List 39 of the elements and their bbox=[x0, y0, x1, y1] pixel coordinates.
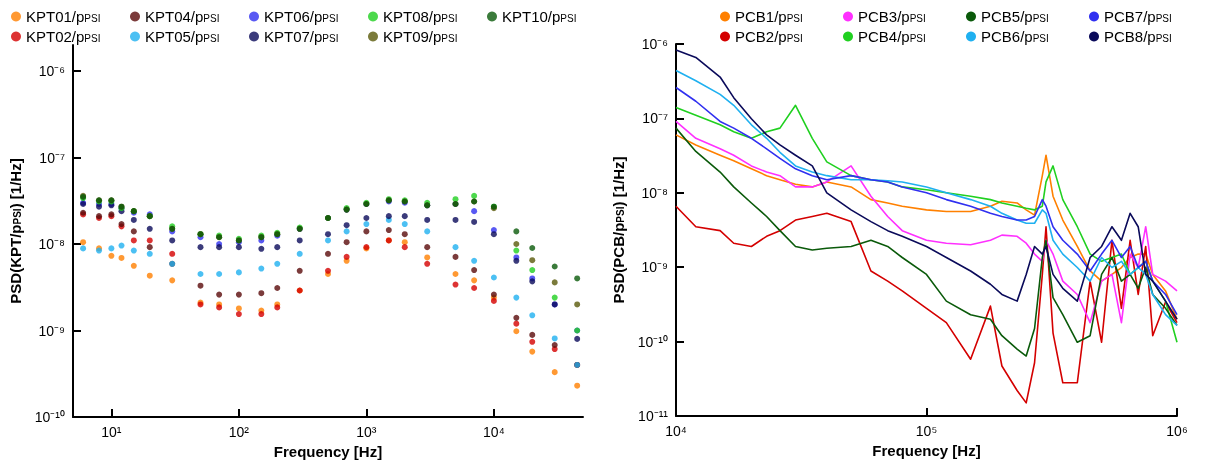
y-tick-label: 10⁻⁷ bbox=[39, 149, 65, 166]
legend-label: KPT02/pPSI bbox=[26, 28, 101, 45]
legend-label: KPT05/pPSI bbox=[145, 28, 220, 45]
x-tick-label: 10³ bbox=[356, 424, 377, 440]
x-tick-label: 10¹ bbox=[101, 424, 122, 440]
legend-label: PCB3/pPSI bbox=[858, 8, 926, 25]
legend-label: PCB8/pPSI bbox=[1104, 28, 1172, 45]
x-tick-label: 10⁴ bbox=[483, 424, 505, 440]
y-tick-label: 10⁻⁸ bbox=[38, 236, 66, 253]
y-tick-label: 10⁻¹¹ bbox=[638, 408, 669, 424]
legend-label: KPT10/pPSI bbox=[502, 8, 577, 25]
x-tick-label: 10² bbox=[228, 424, 250, 440]
x-tick-label: 10⁶ bbox=[1166, 423, 1188, 439]
y-axis-title: PSD(PCB/pPSI) [1/Hz] bbox=[610, 156, 627, 304]
y-tick-label: 10⁻¹⁰ bbox=[637, 333, 668, 350]
y-tick-label: 10⁻⁶ bbox=[641, 36, 668, 52]
x-axis-title: Frequency [Hz] bbox=[872, 441, 981, 459]
y-tick-label: 10⁻⁷ bbox=[642, 110, 668, 127]
y-tick-label: 10⁻⁶ bbox=[38, 63, 65, 80]
legend-label: PCB4/pPSI bbox=[858, 28, 926, 45]
y-tick-label: 10⁻¹⁰ bbox=[34, 409, 65, 425]
x-tick-label: 10⁵ bbox=[915, 423, 938, 439]
y-tick-label: 10⁻⁹ bbox=[641, 259, 668, 276]
x-axis-title: Frequency [Hz] bbox=[273, 442, 383, 460]
legend-label: PCB7/pPSI bbox=[1104, 8, 1172, 25]
legend-label: PCB1/pPSI bbox=[735, 8, 803, 25]
legend-label: PCB6/pPSI bbox=[981, 28, 1049, 45]
legend-label: KPT08/pPSI bbox=[383, 8, 458, 25]
legend-label: PCB2/pPSI bbox=[735, 28, 803, 45]
x-tick-label: 10⁴ bbox=[665, 423, 687, 439]
legend-label: KPT01/pPSI bbox=[26, 8, 101, 25]
legend-label: PCB5/pPSI bbox=[981, 8, 1049, 25]
legend-label: KPT06/pPSI bbox=[264, 8, 339, 25]
y-tick-label: 10⁻⁸ bbox=[641, 184, 669, 201]
legend-label: KPT04/pPSI bbox=[145, 8, 220, 25]
legend-label: KPT09/pPSI bbox=[383, 28, 458, 45]
y-axis-title: PSD(KPT/pPSI) [1/Hz] bbox=[7, 158, 24, 304]
legend-label: KPT07/pPSI bbox=[264, 28, 339, 45]
y-tick-label: 10⁻⁹ bbox=[38, 322, 65, 339]
